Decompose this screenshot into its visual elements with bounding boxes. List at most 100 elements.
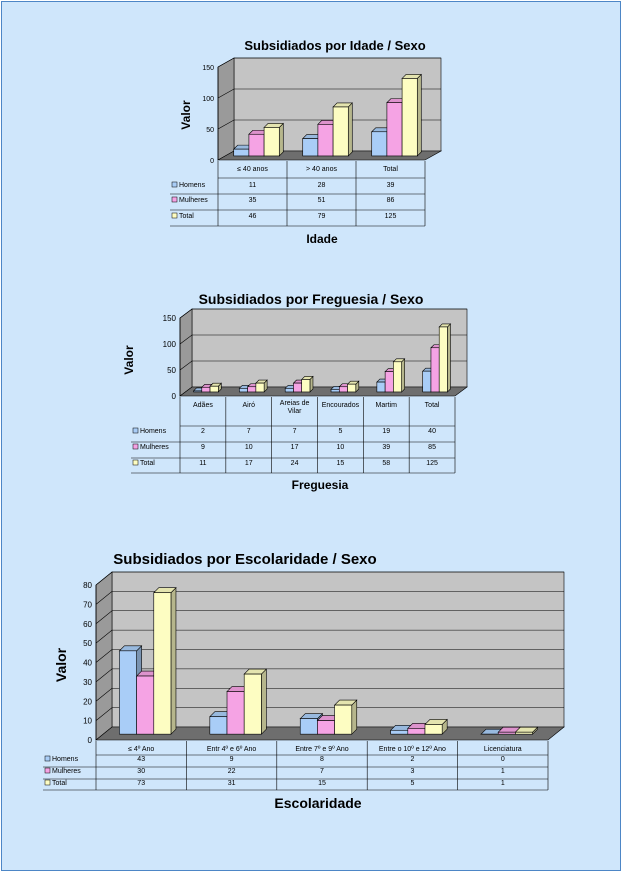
bar-total [243,668,268,735]
data-value: 125 [385,213,397,220]
category-label: Adães [193,402,213,409]
data-value: 11 [249,182,256,189]
data-value: 8 [320,756,324,763]
category-label: ≤ 40 anos [237,166,268,173]
y-tick-label: 100 [163,340,177,349]
x-axis-label: Escolaridade [274,795,361,811]
bar-front [515,731,533,735]
data-value: 51 [318,197,326,204]
y-tick-label: 150 [202,65,214,72]
bar-front [263,127,280,157]
bar-total [346,380,360,393]
bar-front [332,106,349,157]
y-tick-label: 10 [83,717,92,726]
data-value: 15 [337,460,345,467]
bar-total [209,382,223,393]
legend-swatch [171,212,178,219]
bar-total [332,102,353,157]
bar-front [243,673,262,735]
bar-total [424,718,448,735]
category-label: Areias de Vilar [280,400,310,415]
data-value: 9 [230,756,234,763]
legend-swatch [44,755,51,762]
gridline [179,308,467,319]
gridline [95,649,564,663]
y-tick-label: 50 [83,639,92,648]
legend-swatch [132,459,139,466]
data-value: 9 [201,444,205,451]
bar-front [226,691,245,735]
bar-front [119,650,137,735]
bar-front [317,720,335,735]
data-value: 46 [249,213,257,220]
gridline [95,668,564,683]
data-value: 10 [245,444,253,451]
chart-title: Subsidiados por Idade / Sexo [244,38,425,53]
bar-total [333,699,358,735]
data-value: 3 [410,768,414,775]
legend-label: Homens [140,428,167,435]
data-value: 79 [318,213,326,220]
gridline [95,571,564,586]
legend-swatch [171,181,178,188]
data-value: 24 [291,460,299,467]
y-tick-label: 30 [83,678,92,687]
data-value: 0 [501,756,505,763]
bar-front [301,379,311,393]
category-label: Encourados [322,402,360,409]
bar-total [255,379,268,393]
bar-front [153,592,172,735]
data-value: 30 [137,768,145,775]
bar-front [393,361,402,393]
legend-label: Total [140,460,155,467]
bar-total [300,375,314,393]
category-label: Martim [376,402,398,409]
category-label: Licenciatura [484,746,522,753]
data-value: 28 [318,182,326,189]
y-tick-label: 0 [172,392,177,401]
gridline [179,360,467,371]
bar-front [209,716,228,735]
y-tick-label: 50 [167,366,176,375]
data-table: Adães Airó Areias de Vilar Encourados Martim T… [131,397,456,474]
bar-front [347,383,357,393]
y-tick-label: 70 [83,600,92,609]
data-value: 40 [428,428,436,435]
y-tick-label: 0 [88,736,93,745]
data-value: 22 [228,768,236,775]
legend-label: Mulheres [140,444,169,451]
y-tick-label: 50 [206,127,214,134]
legend-swatch [132,427,139,434]
data-value: 15 [318,780,326,787]
gridline [95,629,564,644]
category-label: Entre 7º e 9º Ano [295,746,348,753]
bar-front [209,385,219,393]
gridline [95,707,564,721]
data-value: 85 [428,444,436,451]
data-value: 5 [338,428,342,435]
y-axis-label: Valor [179,100,193,130]
data-value: 58 [382,460,390,467]
y-tick-label: 100 [202,96,214,103]
category-label: Entr 4º e 6º Ano [207,746,257,753]
data-value: 2 [201,428,205,435]
legend-label: Homens [179,182,206,189]
category-label: Entre o 10º e 12º Ano [379,746,446,753]
x-axis-label: Freguesia [292,478,349,492]
category-label: Total [425,402,440,409]
bar-total [263,122,284,157]
data-value: 5 [410,780,414,787]
plot-area: 0 50 100 150 [163,308,468,401]
bar-total [153,586,177,735]
bar-front [334,704,353,735]
data-value: 1 [501,780,505,787]
gridline [95,610,564,624]
category-label: Total [383,166,398,173]
data-value: 31 [228,780,236,787]
legend-label: Mulheres [179,197,208,204]
y-axis-label: Valor [53,647,69,682]
category-label: ≤ 4º Ano [128,746,154,753]
bar-front [299,718,318,735]
